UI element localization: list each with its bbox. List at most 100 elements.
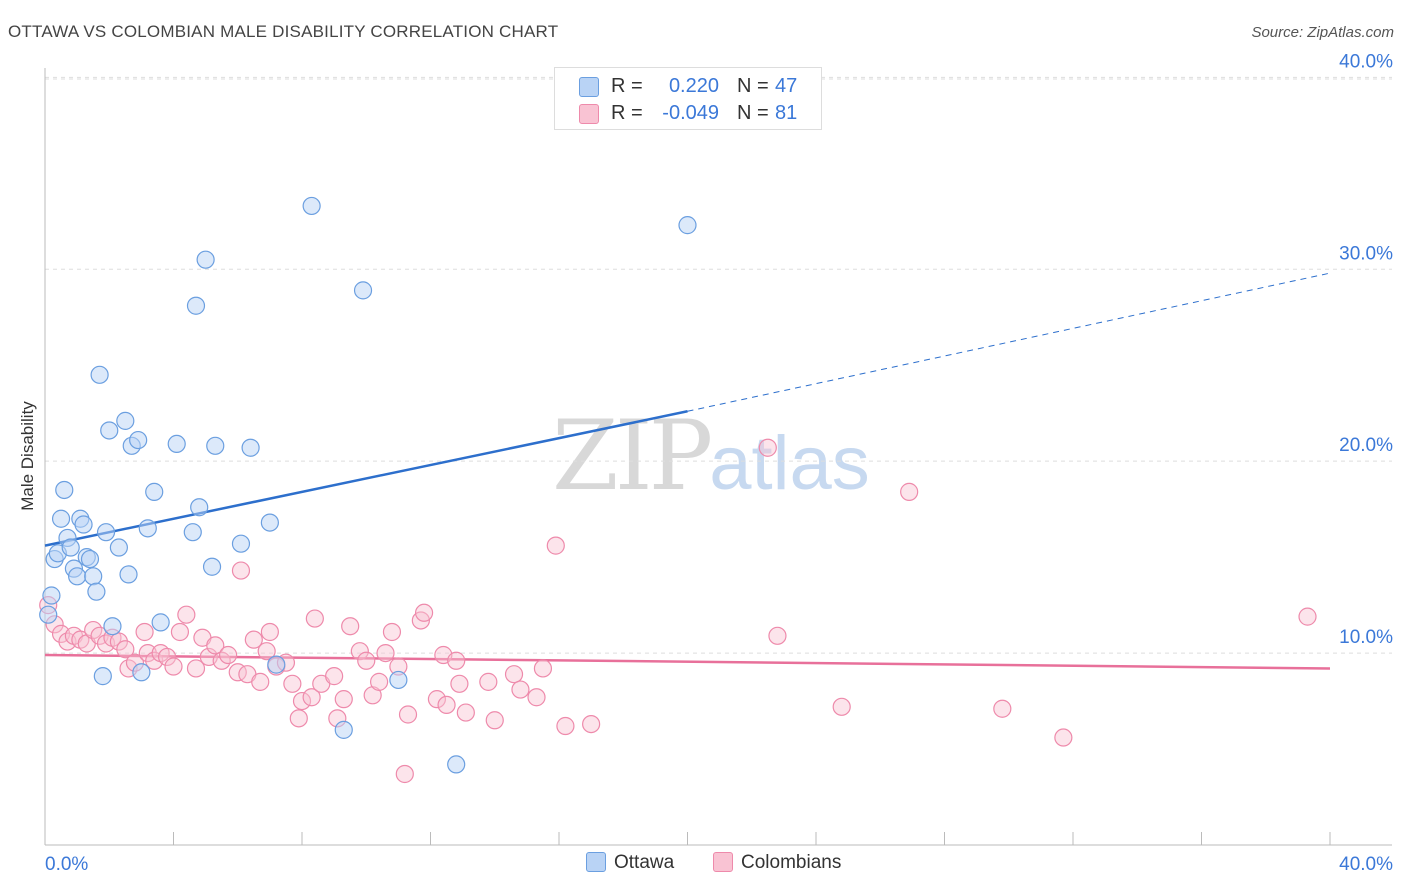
colombians-point (1298, 607, 1317, 626)
colombians-point (283, 674, 302, 693)
y-axis-label: Male Disability (18, 401, 37, 511)
watermark-zip: ZIP (552, 400, 713, 512)
colombians-point (758, 438, 777, 457)
colombians-point (357, 651, 376, 670)
colombians-point (1054, 728, 1073, 747)
colombians-point (504, 665, 524, 684)
ottawa-point (678, 216, 697, 235)
colombians-point (334, 690, 353, 709)
ottawa-swatch (579, 77, 599, 97)
colombians-point (450, 674, 469, 693)
n-value: 81 (775, 102, 798, 124)
n-value: 47 (775, 75, 798, 97)
colombians-point (257, 642, 276, 661)
y-tick-label: 10.0% (1339, 627, 1393, 648)
y-tick-label: 20.0% (1339, 435, 1393, 456)
colombians-point (251, 672, 270, 691)
y-tick-label: 40.0% (1339, 51, 1393, 72)
colombians-point (350, 642, 369, 661)
ottawa-point (39, 605, 58, 624)
colombians-point (370, 672, 389, 691)
stats-legend: R = 0.220 N = 47 R = -0.049 N = 81 (554, 67, 822, 130)
colombians-point (427, 690, 447, 709)
n-label: N = (737, 75, 769, 97)
ottawa-point (80, 549, 100, 569)
chart-title: OTTAWA VS COLOMBIAN MALE DISABILITY CORR… (8, 22, 559, 41)
colombians-point (376, 643, 395, 663)
ottawa-point (389, 670, 408, 690)
ottawa-point (183, 523, 202, 542)
colombians-point (206, 636, 225, 655)
ottawa-point (100, 421, 119, 440)
ottawa-point (196, 250, 215, 269)
colombians-point (582, 714, 601, 734)
ottawa-point (206, 436, 225, 455)
ottawa-point (42, 586, 61, 605)
colombians-point (231, 561, 251, 580)
colombians-point (527, 688, 546, 707)
ottawa-point (96, 523, 116, 542)
n-label: N = (737, 102, 769, 124)
colombians-point (164, 657, 183, 676)
colombians-point (479, 672, 498, 691)
colombians-point (395, 764, 414, 784)
colombians-point (341, 617, 360, 636)
x-tick-label: 40.0% (1339, 854, 1393, 875)
ottawa-point (241, 438, 260, 457)
colombians-point (556, 716, 575, 736)
ottawa-point (202, 557, 222, 576)
colombians-point (447, 651, 466, 670)
colombians-point (116, 640, 135, 659)
ottawa-swatch (586, 852, 606, 872)
colombians-point (292, 691, 312, 711)
ottawa-point (116, 411, 135, 430)
ottawa-point (61, 538, 80, 557)
colombians-point (325, 667, 344, 686)
colombians-point (170, 622, 190, 642)
colombians-trend-line (44, 653, 1331, 670)
colombians-points (39, 438, 1317, 784)
x-tick-labels: 0.0% 40.0% (45, 854, 1393, 875)
colombians-point (302, 688, 321, 707)
ottawa-point (167, 434, 186, 454)
r-label: R = (611, 102, 643, 124)
trend-lines (44, 272, 1331, 670)
legend-label: Ottawa (614, 852, 675, 873)
watermark-atlas: atlas (709, 421, 870, 506)
stats-row-ottawa: R = 0.220 N = 47 (555, 73, 821, 99)
colombians-point (485, 711, 504, 730)
colombians-point (305, 609, 324, 628)
ottawa-point (151, 613, 170, 632)
colombians-point (289, 709, 308, 728)
colombians-point (533, 659, 553, 678)
ottawa-point (87, 582, 106, 601)
axes (44, 68, 1392, 846)
ottawa-point (138, 519, 157, 538)
ottawa-point (74, 515, 93, 534)
colombians-point (398, 705, 418, 724)
legend-item-colombians: Colombians (713, 852, 841, 874)
colombians-point (260, 622, 279, 642)
colombians-swatch (579, 104, 599, 124)
colombians-swatch (713, 852, 733, 872)
ottawa-point (84, 567, 103, 586)
ottawa-point (129, 430, 148, 450)
ottawa-point (334, 720, 353, 739)
ottawa-point (119, 565, 138, 584)
colombians-point (511, 680, 530, 699)
ottawa-point (447, 755, 466, 774)
colombians-point (219, 645, 238, 665)
legend-item-ottawa: Ottawa (586, 852, 674, 874)
ottawa-point (109, 538, 128, 557)
ottawa-point (132, 663, 151, 682)
r-value: 0.220 (668, 75, 719, 97)
r-value: -0.049 (662, 102, 719, 124)
legend-label: Colombians (741, 852, 842, 873)
ottawa-point (103, 617, 122, 636)
ottawa-point (68, 567, 87, 586)
colombians-point (456, 703, 475, 722)
ottawa-point (302, 196, 321, 216)
source-label: Source: ZipAtlas.com (1251, 24, 1394, 41)
colombians-point (900, 482, 919, 501)
